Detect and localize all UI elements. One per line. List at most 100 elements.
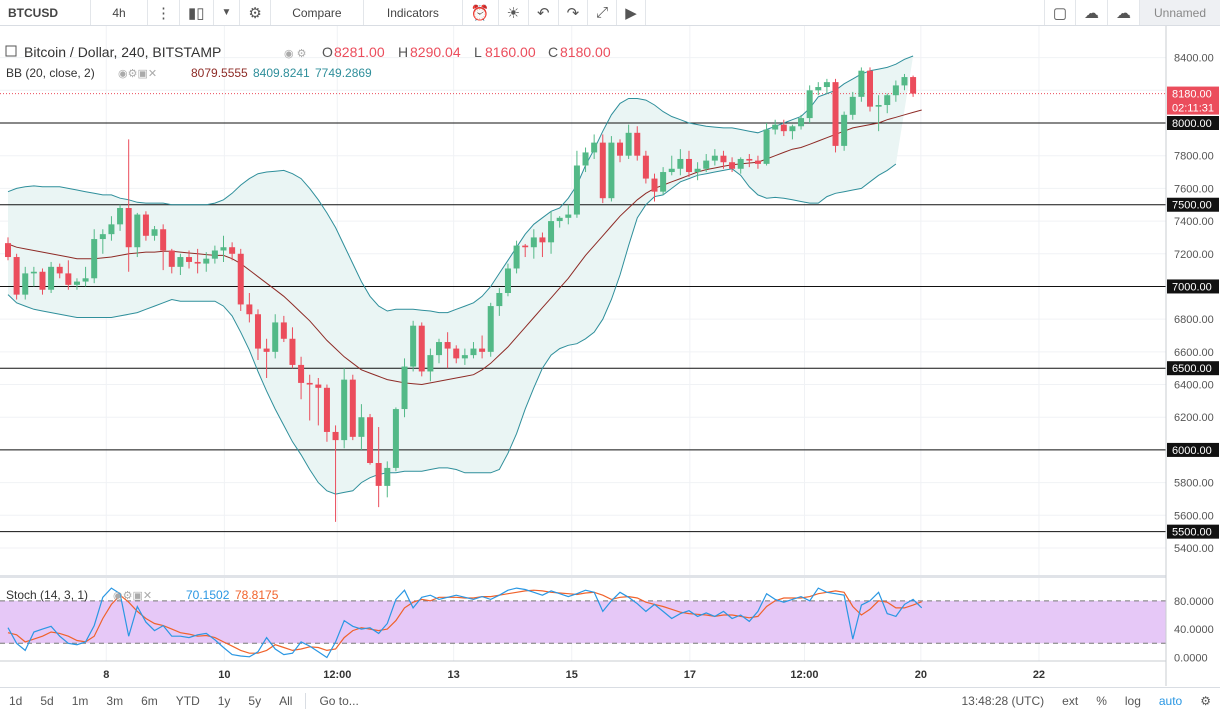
candle-body — [30, 271, 37, 274]
candle-body — [91, 239, 98, 279]
candle-body — [703, 160, 710, 169]
candle-body — [539, 237, 546, 243]
stoch-tick: 0.0000 — [1174, 652, 1208, 664]
candle-body — [453, 348, 460, 359]
alarm-icon[interactable]: ⏰ — [463, 0, 499, 25]
undo-icon[interactable]: ↶ — [529, 0, 559, 25]
price-tick: 8400.00 — [1174, 53, 1214, 65]
candle-body — [151, 229, 158, 236]
price-legend: Bitcoin / Dollar, 240, BITSTAMP ◉ ⚙ O 82… — [5, 44, 611, 60]
fullscreen-icon[interactable]: ⤢ — [588, 0, 618, 25]
main-grid — [0, 26, 1166, 661]
ext-toggle[interactable]: ext — [1062, 693, 1079, 708]
candle-body — [436, 342, 442, 356]
range-3m[interactable]: 3m — [106, 693, 124, 708]
lightbulb-icon[interactable]: ☀ — [499, 0, 530, 25]
chart-area[interactable]: Bitcoin / Dollar, 240, BITSTAMP ◉ ⚙ O 82… — [0, 26, 1220, 686]
time-tick: 17 — [684, 669, 696, 681]
candles-icon[interactable]: ▮▯ — [180, 0, 214, 25]
candle-body — [203, 258, 210, 264]
price-tick: 7200.00 — [1174, 249, 1214, 261]
legend-eye-icon[interactable]: ◉ ⚙ — [284, 48, 307, 60]
price-tick: 6600.00 — [1174, 347, 1214, 359]
auto-toggle[interactable]: auto — [1158, 693, 1183, 708]
candle-body — [548, 221, 555, 243]
dots-icon[interactable]: ⋮ — [148, 0, 180, 25]
play-icon[interactable]: ▶ — [617, 0, 646, 25]
candle-body — [229, 247, 236, 254]
pane-divider[interactable] — [0, 575, 1220, 578]
range-5y[interactable]: 5y — [248, 693, 262, 708]
range-1y[interactable]: 1y — [217, 693, 231, 708]
candle-body — [634, 132, 641, 156]
candle-body — [815, 87, 822, 91]
chevron-down-icon[interactable]: ▼ — [214, 0, 241, 25]
range-all[interactable]: All — [279, 693, 293, 708]
range-ytd[interactable]: YTD — [175, 693, 200, 708]
layout-name[interactable]: Unnamed — [1140, 0, 1220, 25]
range-1m[interactable]: 1m — [71, 693, 89, 708]
candle-body — [573, 165, 580, 215]
legend-c-value: 8180.00 — [560, 44, 611, 60]
range-5d[interactable]: 5d — [40, 693, 54, 708]
redo-icon[interactable]: ↷ — [559, 0, 589, 25]
candle-body — [599, 142, 606, 199]
bottom-right: 13:48:28 (UTC) ext % log auto ⚙ — [952, 694, 1220, 708]
candle-body — [254, 314, 261, 349]
candle-body — [798, 118, 805, 127]
goto-button[interactable]: Go to... — [319, 693, 359, 708]
price-tick: 7800.00 — [1174, 151, 1214, 163]
candle-body — [315, 384, 322, 388]
candle-body — [280, 322, 287, 339]
candle-body — [427, 355, 434, 372]
candle-body — [892, 85, 899, 96]
gear-icon[interactable]: ⚙ — [1200, 693, 1211, 708]
indicators-button[interactable]: Indicators — [364, 0, 463, 25]
candle-body — [556, 217, 563, 222]
candle-body — [117, 208, 124, 225]
candle-body — [341, 379, 348, 441]
candle-body — [211, 250, 218, 259]
stoch-legend-controls-icon[interactable]: ◉⚙▣✕ — [113, 590, 152, 602]
candle-body — [392, 409, 399, 468]
hline-label-box — [1167, 524, 1219, 539]
stoch-tick: 80.0000 — [1174, 596, 1214, 608]
candle-body — [625, 132, 632, 156]
gear-icon[interactable]: ⚙ — [240, 0, 271, 25]
candle-body — [99, 234, 106, 240]
candle-body — [177, 257, 184, 267]
bb-legend-controls-icon[interactable]: ◉⚙▣✕ — [118, 68, 157, 80]
candle-body — [358, 417, 365, 437]
time-tick: 8 — [103, 669, 109, 681]
price-tick: 5400.00 — [1174, 543, 1214, 555]
candle-body — [367, 417, 374, 463]
percent-toggle[interactable]: % — [1096, 693, 1107, 708]
range-1d[interactable]: 1d — [9, 693, 23, 708]
hline-label-text: 6500.00 — [1172, 363, 1212, 375]
candle-body — [496, 293, 503, 307]
symbol-search[interactable]: BTCUSD — [0, 0, 91, 25]
candle-body — [711, 155, 718, 161]
candle-body — [13, 257, 20, 295]
cloud-icon[interactable]: ☁ — [1076, 0, 1108, 25]
legend-o-value: 8281.00 — [334, 44, 385, 60]
hline-labels: 8000.00 7500.00 7000.00 6500.00 6000.00 5500.… — [1167, 116, 1219, 539]
compare-button[interactable]: Compare — [271, 0, 364, 25]
candle-body — [867, 70, 873, 107]
candle-body — [479, 348, 486, 352]
price-axis[interactable] — [1166, 26, 1220, 686]
log-toggle[interactable]: log — [1124, 693, 1141, 708]
cloud-upload-icon[interactable]: ☁ — [1108, 0, 1140, 25]
interval-button[interactable]: 4h — [91, 0, 148, 25]
range-6m[interactable]: 6m — [141, 693, 158, 708]
utc-clock[interactable]: 13:48:28 (UTC) — [961, 693, 1045, 708]
toolbar-spacer — [646, 0, 1045, 25]
hline-label-box — [1167, 197, 1219, 212]
candle-body — [737, 158, 744, 169]
stoch-d-line — [7, 589, 922, 654]
time-tick: 15 — [566, 669, 578, 681]
collapse-icon[interactable] — [5, 45, 17, 57]
candle-body — [461, 355, 468, 359]
hline-label-text: 8000.00 — [1172, 118, 1212, 130]
square-icon[interactable]: ▢ — [1045, 0, 1076, 25]
